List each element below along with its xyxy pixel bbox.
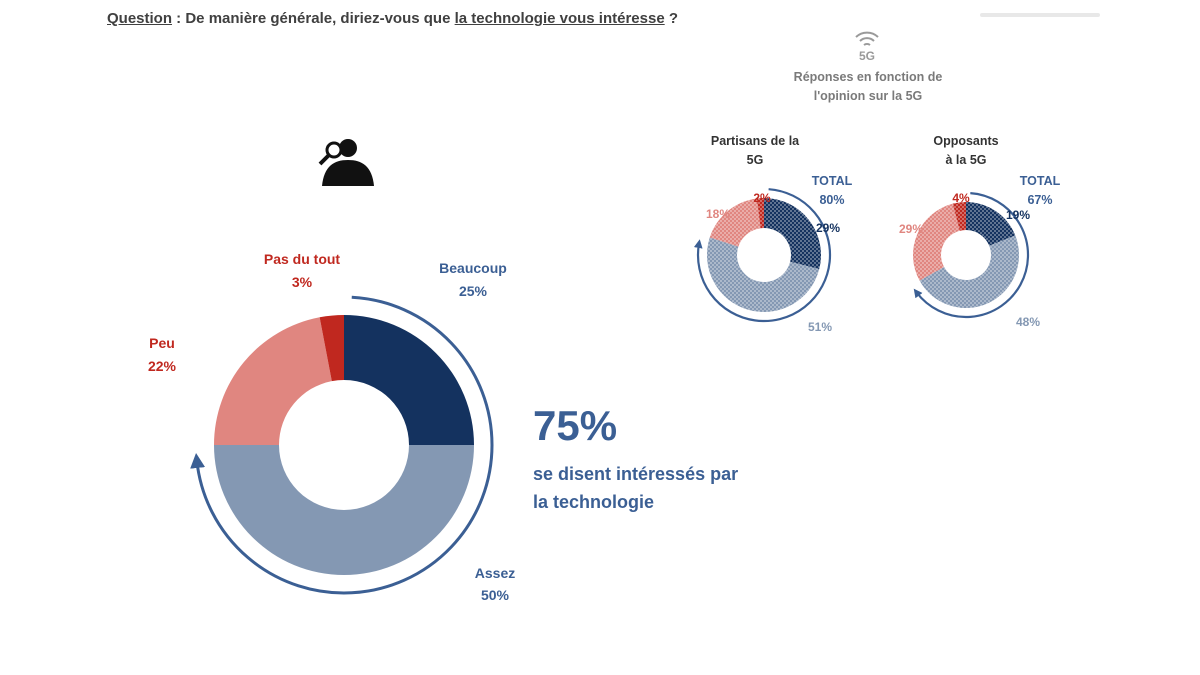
opposants-slice-peu-texture [913,203,960,281]
main-donut [214,315,474,575]
wifi-5g-label: 5G [859,49,875,63]
main-slice-pas-du-tout [319,315,344,382]
highlight-caption-line-2: la technologie [533,492,654,512]
main-slice-peu [214,317,332,445]
partisans-donut [706,198,821,313]
highlight-value: 75% [533,402,617,449]
partisans-title-line-1: Partisans de la [711,134,800,148]
opposants-total-label: TOTAL [1020,174,1061,188]
question-underlined: la technologie vous intéresse [454,10,665,27]
partisans-label-beaucoup: 29% [816,221,840,235]
opposants-label-peu: 29% [899,222,923,236]
main-label-pasdutout-value: 3% [292,274,313,290]
partisans-slice-pas-du-tout-texture [756,198,764,229]
partisans-slice-peu-texture [709,198,761,247]
main-label-beaucoup-value: 25% [459,283,488,299]
main-label-peu-value: 22% [148,358,177,374]
opposants-arc-arrow [913,192,1030,319]
top-scroll-bar [980,13,1100,17]
question-text-after: ? [664,10,679,27]
question-label: Question [107,10,173,27]
question-line: Question : De manière générale, diriez-v… [107,10,678,27]
side-heading-line-2: l'opinion sur la 5G [814,89,923,103]
opposants-label-assez: 48% [1016,315,1040,329]
main-label-pasdutout-name: Pas du tout [264,251,341,267]
person-magnifier-icon [318,139,374,186]
main-slice-beaucoup [344,315,474,445]
opposants-donut [913,202,1019,308]
highlight-caption-line-1: se disent intéressés par [533,464,738,484]
opposants-title-line-2: à la 5G [946,153,987,167]
opposants-label-beaucoup: 19% [1006,208,1030,222]
opposants-slice-beaucoup-texture [966,202,1016,246]
opposants-title-line-1: Opposants [933,134,998,148]
main-label-assez-name: Assez [475,565,515,581]
opposants-slice-assez-texture [919,235,1019,308]
main-label-assez-value: 50% [481,587,510,603]
main-label-peu-name: Peu [149,335,175,351]
partisans-arc-arrow [693,188,832,323]
main-slice-assez [214,445,474,575]
partisans-title-line-2: 5G [747,153,764,167]
partisans-slice-assez-texture [706,237,820,313]
wifi-5g-icon: 5G [855,31,879,63]
opposants-slice-pas-du-tout-texture [952,202,966,231]
partisans-label-peu: 18% [706,207,730,221]
opposants-label-pasdutout: 4% [952,191,970,205]
question-text-before: : De manière générale, diriez-vous que [172,10,455,27]
partisans-slice-beaucoup-texture [764,198,821,270]
opposants-total-value: 67% [1027,193,1052,207]
partisans-label-assez: 51% [808,320,832,334]
partisans-total-value: 80% [819,193,844,207]
side-heading-line-1: Réponses en fonction de [794,70,943,84]
main-label-beaucoup-name: Beaucoup [439,260,507,276]
partisans-label-pasdutout: 2% [753,191,771,205]
main-arc-arrow [190,295,494,595]
partisans-total-label: TOTAL [812,174,853,188]
